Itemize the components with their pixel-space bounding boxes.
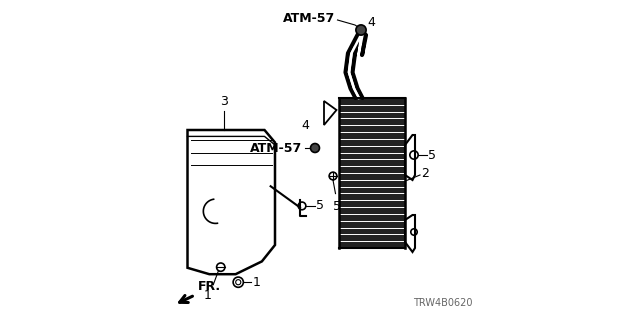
Text: 5: 5: [333, 200, 341, 213]
Text: ATM-57: ATM-57: [250, 141, 303, 155]
Circle shape: [356, 25, 366, 35]
Bar: [339, 98, 405, 248]
Text: 2: 2: [422, 166, 429, 180]
Text: ATM-57: ATM-57: [283, 12, 335, 25]
Text: 4: 4: [367, 15, 376, 28]
Text: 1: 1: [204, 289, 212, 302]
Text: 4: 4: [301, 119, 309, 132]
Text: FR.: FR.: [198, 280, 221, 293]
Text: TRW4B0620: TRW4B0620: [413, 298, 472, 308]
Text: 3: 3: [220, 95, 228, 108]
Text: 5: 5: [316, 199, 324, 212]
Text: 1: 1: [252, 276, 260, 289]
Text: 5: 5: [428, 148, 436, 162]
Circle shape: [310, 144, 319, 153]
